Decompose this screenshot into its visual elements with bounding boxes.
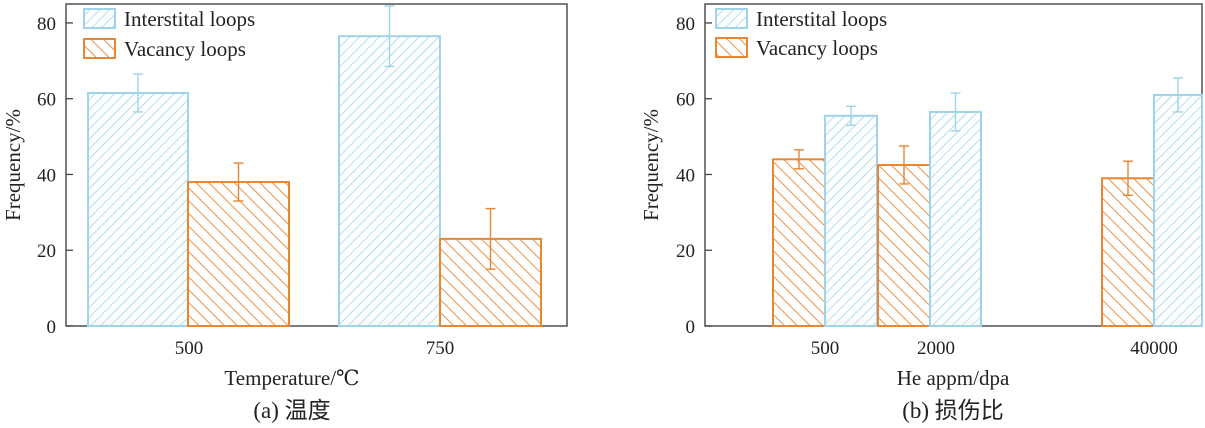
y-tick-label: 60 bbox=[676, 90, 695, 111]
y-axis-label: Frequency/% bbox=[1, 109, 25, 221]
legend: Interstital loops Vacancy loops bbox=[83, 7, 255, 61]
x-tick-label: 750 bbox=[426, 338, 455, 359]
x-tick-label: 2000 bbox=[917, 338, 955, 359]
y-tick-label: 80 bbox=[37, 14, 56, 35]
bar-interstitial bbox=[929, 110, 982, 327]
bar-interstitial bbox=[824, 114, 878, 327]
bar-interstitial bbox=[1153, 93, 1203, 327]
error-bar-interstitial bbox=[384, 5, 395, 68]
y-tick-label: 80 bbox=[676, 14, 695, 35]
error-bar-vacancy bbox=[233, 162, 244, 202]
bar-vacancy bbox=[877, 164, 931, 327]
legend-swatch-interstitial bbox=[715, 8, 748, 29]
legend-swatch-vacancy bbox=[715, 37, 748, 58]
bars bbox=[87, 5, 542, 327]
legend-swatch-interstitial bbox=[83, 8, 116, 29]
bar-interstitial bbox=[338, 35, 441, 327]
bar-vacancy bbox=[772, 158, 826, 327]
x-axis: 500 2000 40000 bbox=[811, 338, 1178, 359]
caption-a: (a) 温度 bbox=[253, 398, 330, 423]
x-axis-label: He appm/dpa bbox=[897, 366, 1010, 390]
bar-interstitial bbox=[87, 92, 189, 327]
legend-label-interstitial: Interstital loops bbox=[124, 7, 255, 31]
legend-label-interstitial: Interstital loops bbox=[756, 7, 887, 31]
error-bar-interstitial bbox=[133, 73, 143, 113]
y-tick-label: 0 bbox=[686, 317, 696, 338]
bars bbox=[772, 77, 1203, 327]
caption-b: (b) 损伤比 bbox=[902, 398, 1004, 423]
y-axis: 0 20 40 60 80 bbox=[37, 14, 73, 338]
bar-vacancy bbox=[1101, 177, 1155, 327]
error-bar-vacancy bbox=[1123, 160, 1133, 197]
legend-label-vacancy: Vacancy loops bbox=[756, 36, 878, 60]
x-tick-label: 500 bbox=[175, 338, 204, 359]
error-bar-interstitial bbox=[846, 105, 856, 126]
y-axis: 0 20 40 60 80 bbox=[676, 14, 712, 338]
panel-b: 0 20 40 60 80 500 2000 40000 Interstital loops… bbox=[639, 3, 1203, 423]
error-bar-interstitial bbox=[1173, 77, 1183, 113]
error-bar-vacancy bbox=[794, 149, 804, 170]
plot-frame bbox=[65, 3, 568, 327]
x-tick-label: 40000 bbox=[1130, 338, 1178, 359]
x-axis: 500 750 bbox=[175, 338, 455, 359]
y-tick-label: 0 bbox=[47, 317, 57, 338]
error-bar-interstitial bbox=[950, 92, 961, 132]
y-tick-label: 40 bbox=[37, 165, 56, 186]
y-tick-label: 40 bbox=[676, 165, 695, 186]
y-axis-label: Frequency/% bbox=[639, 109, 663, 221]
x-axis-label: Temperature/℃ bbox=[224, 366, 359, 390]
error-bar-vacancy bbox=[485, 207, 496, 270]
legend-label-vacancy: Vacancy loops bbox=[124, 37, 246, 61]
panel-a: 0 20 40 60 80 500 750 Interstital loops Vacan… bbox=[1, 3, 568, 423]
y-tick-label: 20 bbox=[37, 241, 56, 262]
legend-swatch-vacancy bbox=[83, 38, 116, 59]
x-tick-label: 500 bbox=[811, 338, 840, 359]
y-tick-label: 20 bbox=[676, 241, 695, 262]
bar-vacancy bbox=[187, 181, 290, 327]
y-tick-label: 60 bbox=[37, 90, 56, 111]
legend: Interstital loops Vacancy loops bbox=[715, 7, 887, 60]
error-bar-vacancy bbox=[899, 145, 909, 185]
